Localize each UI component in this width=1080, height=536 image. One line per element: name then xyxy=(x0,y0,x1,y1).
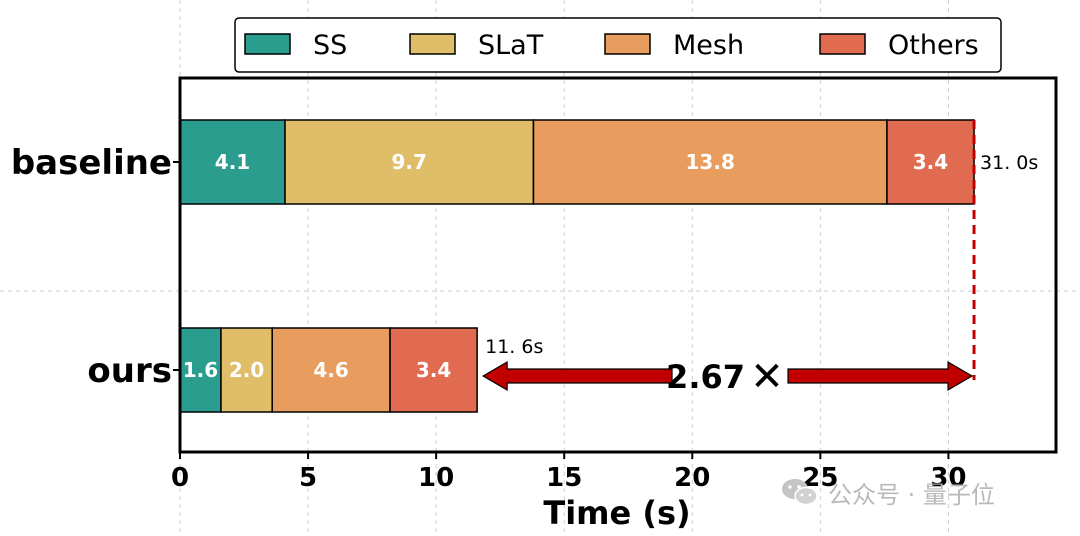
annotation-layer: 31. 0s baseline 11. 6s ours 2.67 ✕ xyxy=(11,120,1038,400)
speedup-arrow-right xyxy=(787,360,974,392)
bar-segment-slat xyxy=(220,327,273,413)
legend-swatch-ss xyxy=(244,33,291,55)
data-label: 3.4 xyxy=(416,358,451,382)
speedup-value: 2.67 xyxy=(666,358,745,396)
legend-swatch-others xyxy=(819,33,866,55)
y-tick-label: ours xyxy=(87,351,172,391)
data-label: 2.0 xyxy=(229,358,264,382)
speedup-arrow-left xyxy=(481,360,673,392)
data-label: 1.6 xyxy=(183,358,218,382)
bar-segment-others xyxy=(389,327,478,413)
x-tick-label: 15 xyxy=(546,463,582,493)
legend-label: SS xyxy=(313,30,347,61)
y-tick-label: baseline xyxy=(11,143,172,183)
bar-segment-others xyxy=(886,119,975,205)
legend-label: Others xyxy=(888,30,979,61)
x-tick-label: 5 xyxy=(299,463,317,493)
x-tick-label: 30 xyxy=(930,463,966,493)
data-label: 4.6 xyxy=(313,358,348,382)
times-symbol: ✕ xyxy=(750,354,784,400)
legend-swatch-slat xyxy=(409,33,456,55)
bar-segment-ss xyxy=(179,119,286,205)
legend-label: Mesh xyxy=(673,30,744,61)
x-tick-label: 10 xyxy=(418,463,454,493)
data-label: 4.1 xyxy=(215,150,250,174)
total-label: 11. 6s xyxy=(485,336,543,358)
watermark-text: 公众号 · 量子位 xyxy=(828,480,995,509)
data-label: 13.8 xyxy=(686,150,735,174)
x-tick-label: 20 xyxy=(674,463,710,493)
bar-segment-mesh xyxy=(532,119,888,205)
legend-label: SLaT xyxy=(478,30,544,61)
plot-frame xyxy=(178,76,1058,454)
legend-swatch-mesh xyxy=(604,33,651,55)
data-label: 3.4 xyxy=(913,150,948,174)
bars-layer: 4.1 9.7 13.8 3.4 1.6 2.0 4.6 3.4 xyxy=(179,119,975,413)
watermark: 公众号 · 量子位 xyxy=(780,474,995,510)
bar-segment-mesh xyxy=(271,327,391,413)
x-axis-label: Time (s) xyxy=(543,494,690,532)
legend: SS SLaT Mesh Others xyxy=(234,17,1002,73)
data-label: 9.7 xyxy=(392,150,427,174)
wechat-icon xyxy=(782,479,818,506)
total-label: 31. 0s xyxy=(980,152,1038,174)
x-tick-label: 0 xyxy=(171,463,189,493)
